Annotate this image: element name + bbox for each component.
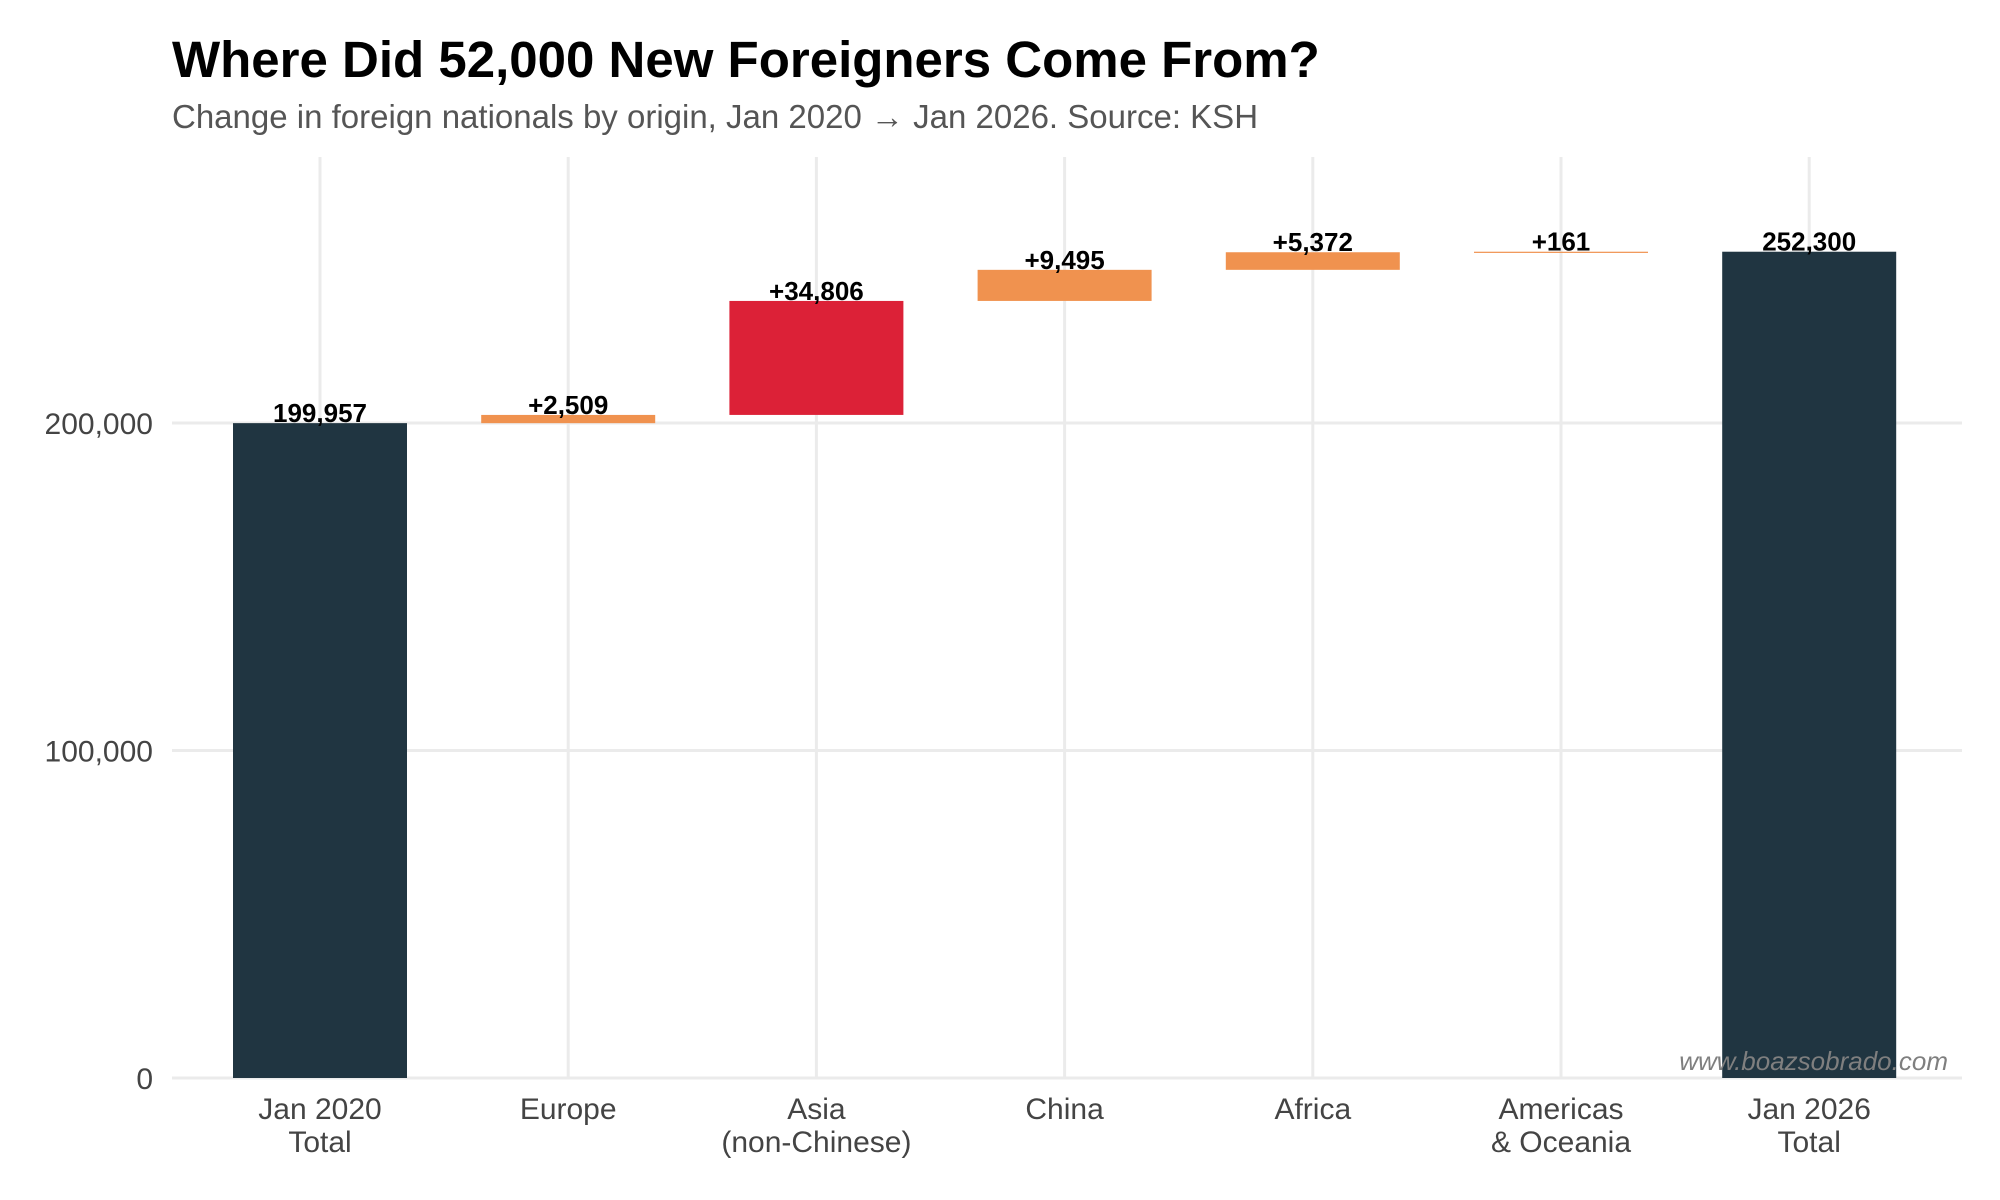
x-tick-label: & Oceania <box>1491 1126 1631 1159</box>
x-tick-label: Asia <box>787 1093 846 1126</box>
bar-total <box>233 423 407 1078</box>
x-tick-label: Total <box>1778 1126 1841 1159</box>
x-tick-label: Europe <box>520 1093 617 1126</box>
bar-increase <box>1474 251 1648 253</box>
bar-increase <box>977 269 1152 301</box>
y-tick-label: 200,000 <box>45 408 153 441</box>
bar-total <box>1722 251 1897 1078</box>
value-label: +9,495 <box>1024 245 1104 275</box>
x-tick-label: Jan 2026 <box>1747 1093 1870 1126</box>
value-label: +161 <box>1532 227 1591 257</box>
value-label: +5,372 <box>1273 227 1353 257</box>
value-label: 199,957 <box>273 398 367 428</box>
x-tick-label: Total <box>288 1126 351 1159</box>
chart-title: Where Did 52,000 New Foreigners Come Fro… <box>172 31 1320 88</box>
x-tick-label: China <box>1025 1093 1104 1126</box>
value-label: +34,806 <box>769 276 864 306</box>
chart-subtitle: Change in foreign nationals by origin, J… <box>172 98 1259 135</box>
x-tick-label: Africa <box>1274 1093 1351 1126</box>
bars <box>233 251 1897 1078</box>
value-label: +2,509 <box>528 390 608 420</box>
x-tick-label: Americas <box>1498 1093 1623 1126</box>
watermark: www.boazsobrado.com <box>1679 1046 1948 1076</box>
x-tick-label: Jan 2020 <box>258 1093 381 1126</box>
y-tick-label: 100,000 <box>45 736 153 769</box>
value-labels: 199,957 +2,509 +34,806 +9,495 +5,372 +161 252,… <box>273 227 1856 428</box>
x-tick-label: (non-Chinese) <box>721 1126 911 1159</box>
bar-increase <box>481 414 656 424</box>
y-axis-tick-labels: 0 100,000 200,000 <box>45 408 153 1096</box>
y-tick-label: 0 <box>136 1063 153 1096</box>
bar-increase <box>1225 252 1400 270</box>
bar-increase <box>729 300 904 415</box>
value-label: 252,300 <box>1762 227 1856 257</box>
